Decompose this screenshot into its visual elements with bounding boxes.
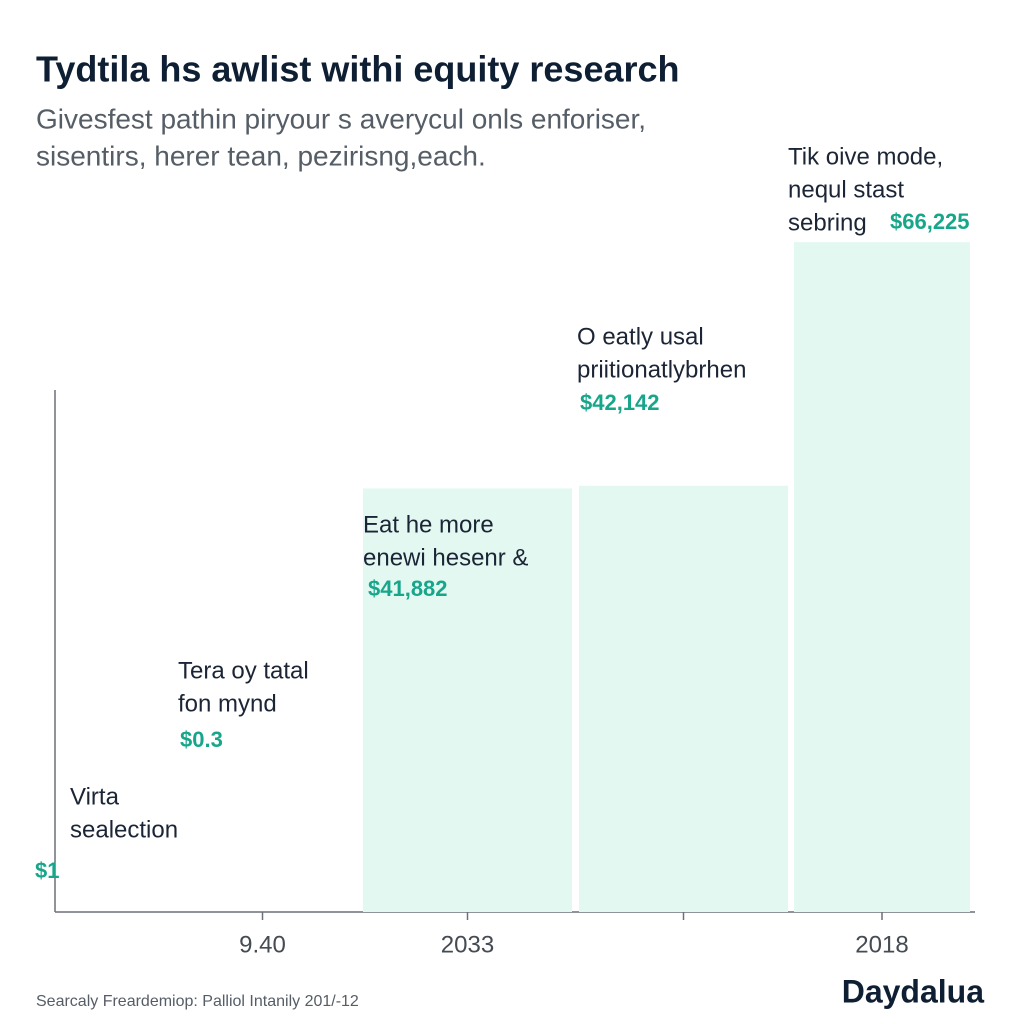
annotation-line: sebring bbox=[788, 209, 867, 236]
annotation-line: sealection bbox=[70, 816, 178, 843]
brand-logo: Daydalua bbox=[842, 973, 984, 1009]
chart-title: Tydtila hs awlist withi equity research bbox=[36, 49, 680, 90]
bar bbox=[794, 242, 970, 913]
value-label: $41,882 bbox=[368, 576, 448, 601]
annotation-line: Virta bbox=[70, 783, 120, 810]
annotation-line: enewi hesenr & bbox=[363, 544, 528, 571]
annotation-line: Tik oive mode, bbox=[788, 143, 943, 170]
value-label: $1 bbox=[35, 858, 59, 883]
subtitle-line: sisentirs, herer tean, pezirisng,each. bbox=[36, 140, 486, 171]
annotation-line: priitionatlybrhen bbox=[577, 356, 746, 383]
annotation-line: nequl stast bbox=[788, 176, 904, 203]
value-label: $66,225 bbox=[890, 209, 970, 234]
annotation-line: Tera oy tatal bbox=[178, 657, 309, 684]
x-tick-label: 9.40 bbox=[239, 931, 286, 958]
annotation-line: fon mynd bbox=[178, 690, 277, 717]
bar bbox=[363, 488, 572, 912]
source-note: Searcaly Freardemiop: Palliol Intanily 2… bbox=[36, 993, 359, 1010]
annotation-line: O eatly usal bbox=[577, 323, 704, 350]
value-label: $42,142 bbox=[580, 390, 660, 415]
annotation-line: Eat he more bbox=[363, 511, 494, 538]
value-label: $0.3 bbox=[180, 727, 223, 752]
bar bbox=[579, 485, 788, 912]
subtitle-line: Givesfest pathin piryour s averycul onls… bbox=[36, 103, 646, 134]
x-tick-label: 2033 bbox=[441, 931, 494, 958]
x-tick-label: 2018 bbox=[855, 931, 908, 958]
